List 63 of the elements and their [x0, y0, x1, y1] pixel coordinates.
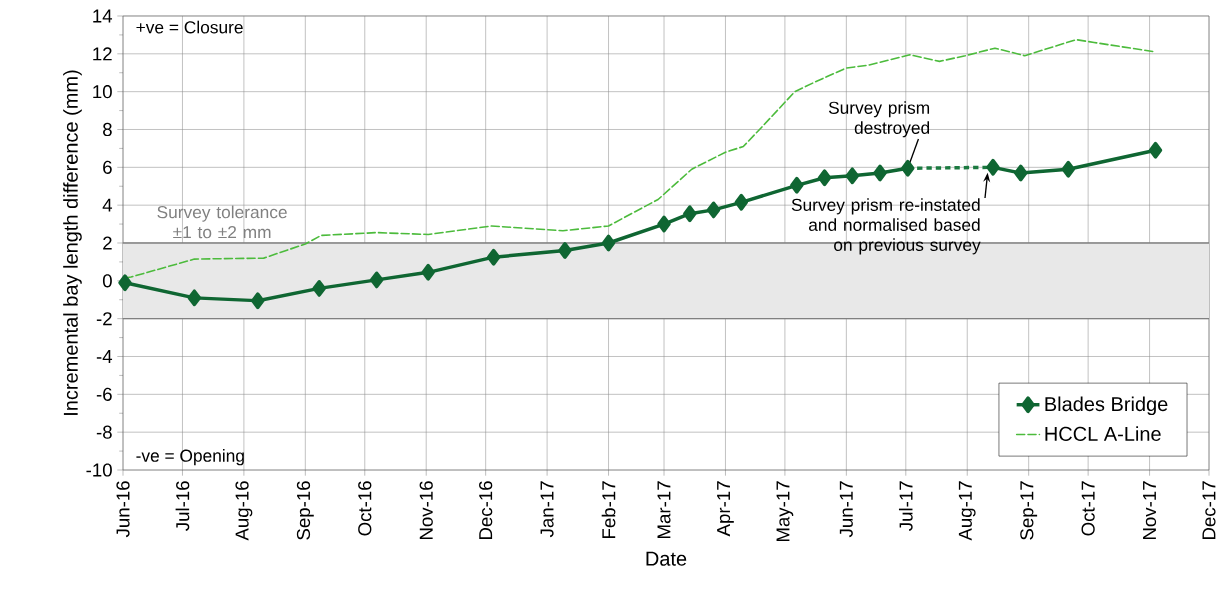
- annotation: -ve = Opening: [136, 449, 244, 466]
- x-tick-label: Oct-16: [358, 481, 372, 536]
- x-tick-label: Jul-16: [175, 481, 190, 531]
- point: [683, 205, 697, 223]
- point: [558, 242, 572, 259]
- point: [845, 167, 860, 185]
- point: [251, 292, 265, 310]
- x-tick-label: Jun-17: [839, 481, 853, 538]
- point: [312, 279, 326, 297]
- x-axis-title: Date: [646, 551, 687, 566]
- x-tick-label: Dec-17: [1202, 481, 1216, 540]
- point: [790, 176, 804, 194]
- band-label: Survey tolerance ±1 to ±2 mm: [157, 205, 287, 239]
- y-tick-label: -4: [96, 350, 113, 363]
- point: [421, 263, 435, 281]
- x-tick-label: Nov-17: [1143, 481, 1157, 540]
- x-tick-label: May-17: [776, 481, 794, 542]
- x-tick-label: Nov-16: [419, 481, 433, 540]
- y-tick-label: 10: [93, 85, 112, 99]
- legend-label: Blades Bridge: [1045, 396, 1168, 416]
- point: [486, 248, 501, 266]
- y-tick-label: -8: [96, 425, 112, 439]
- y-tick-label: -6: [96, 387, 112, 401]
- point: [1061, 160, 1076, 178]
- x-tick-label: Jul-17: [898, 481, 913, 531]
- y-tick-label: 6: [103, 160, 112, 174]
- point: [369, 271, 384, 289]
- x-tick-label: Mar-17: [657, 481, 671, 538]
- x-tick-label: Aug-16: [235, 481, 253, 541]
- point: [986, 158, 1000, 176]
- y-tick-label: 14: [93, 9, 113, 23]
- x-tick-label: Apr-17: [717, 481, 734, 537]
- y-tick-label: 12: [93, 47, 112, 61]
- x-tick-label: Jan-17: [540, 481, 554, 538]
- x-tick-label: Aug-17: [958, 481, 976, 541]
- point: [118, 274, 132, 292]
- point: [873, 164, 887, 182]
- y-tick-label: 4: [102, 198, 113, 212]
- point: [187, 289, 202, 307]
- point: [901, 159, 915, 177]
- point: [817, 169, 832, 187]
- point: [601, 234, 616, 252]
- x-tick-label: Feb-17: [601, 481, 616, 539]
- annotation: Survey prism re-instated and normalised based on previous survey: [791, 198, 981, 255]
- point: [1014, 164, 1028, 182]
- y-tick-label: 2: [103, 236, 112, 250]
- x-tick-label: Jun-16: [116, 481, 130, 538]
- y-axis-title: Incremental bay length difference (mm): [63, 70, 82, 415]
- point: [734, 193, 749, 211]
- x-tick-label: Sep-17: [1020, 481, 1038, 540]
- y-tick-label: -10: [86, 463, 112, 477]
- x-tick-label: Dec-16: [479, 481, 493, 540]
- y-tick-label: 0: [102, 274, 112, 288]
- point: [657, 215, 671, 233]
- x-tick-label: Oct-17: [1081, 481, 1095, 536]
- y-tick-label: 8: [103, 122, 112, 137]
- annotation: +ve = Closure: [136, 20, 243, 34]
- y-tick-label: -2: [96, 312, 112, 326]
- x-tick-label: Sep-16: [296, 481, 314, 540]
- point: [706, 201, 721, 219]
- annotation: Survey prism destroyed: [828, 101, 930, 138]
- point: [1148, 141, 1163, 159]
- legend-label: HCCL A-Line: [1045, 426, 1161, 441]
